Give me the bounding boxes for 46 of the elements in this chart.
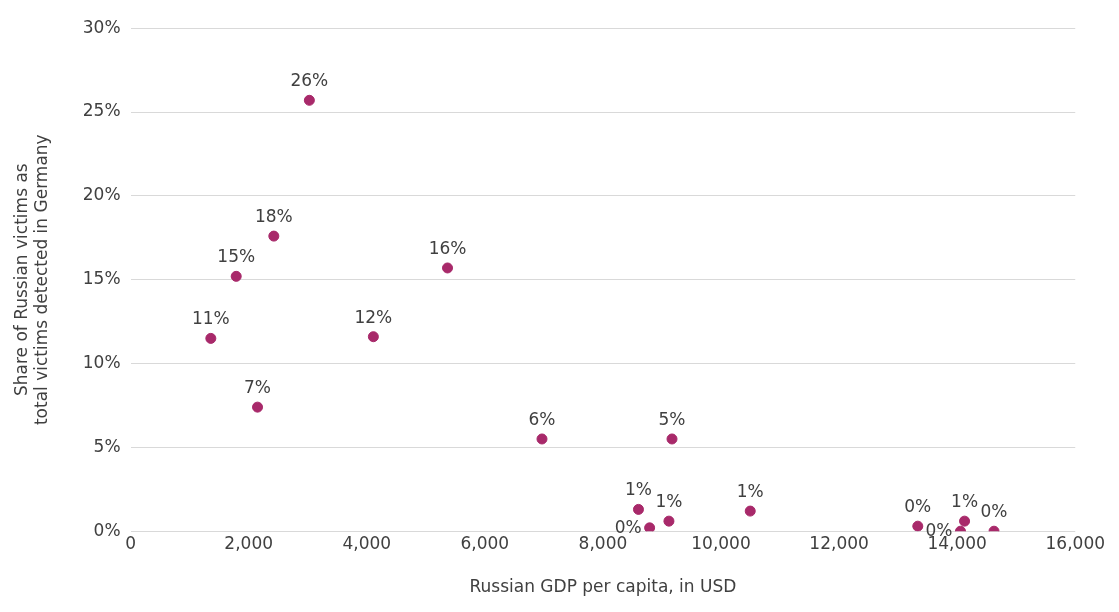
data-label: 11%: [191, 308, 230, 329]
y-tick-label: 0%: [93, 519, 121, 540]
data-label: 6%: [528, 408, 556, 429]
x-axis-title: Russian GDP per capita, in USD: [469, 576, 737, 597]
x-tick-label: 10,000: [691, 532, 751, 553]
data-label: 7%: [244, 377, 272, 398]
point: [442, 262, 454, 274]
data-label: 1%: [951, 491, 979, 512]
x-tick-label: 4,000: [342, 532, 392, 553]
x-tick-label: 12,000: [809, 532, 869, 553]
x-tick-label: 16,000: [1045, 532, 1105, 553]
data-label: 1%: [624, 479, 652, 500]
y-tick-label: 25%: [82, 100, 121, 121]
data-label: 1%: [655, 491, 683, 512]
y-tick-label: 30%: [82, 16, 121, 37]
point: [303, 94, 315, 106]
data-label: 0%: [904, 496, 932, 517]
x-tick-label: 0: [125, 532, 136, 553]
point: [536, 433, 548, 445]
point: [912, 520, 924, 532]
point: [632, 503, 644, 515]
point: [205, 332, 217, 344]
data-label: 15%: [217, 246, 256, 267]
data-label: 5%: [658, 408, 686, 429]
data-label: 0%: [980, 501, 1008, 522]
data-label: 1%: [736, 481, 764, 501]
x-tick-label: 2,000: [224, 532, 274, 553]
y-tick-label: 15%: [82, 268, 121, 289]
y-tick-label: 10%: [82, 351, 121, 372]
data-label: 26%: [290, 70, 329, 91]
point: [268, 230, 280, 242]
point: [230, 270, 242, 282]
data-label: 18%: [254, 206, 293, 227]
point: [367, 331, 379, 343]
point: [252, 401, 264, 413]
point: [666, 433, 678, 445]
data-label: 12%: [354, 306, 393, 327]
point: [644, 522, 656, 532]
point: [744, 505, 756, 517]
point: [959, 515, 971, 527]
point: [663, 515, 675, 527]
y-axis-title: Share of Russian victims as total victims detected in Germany: [10, 134, 52, 426]
y-tick-label: 20%: [82, 184, 121, 205]
data-label: 16%: [428, 237, 467, 258]
y-tick-label: 5%: [93, 435, 121, 456]
x-tick-label: 6,000: [460, 532, 510, 553]
